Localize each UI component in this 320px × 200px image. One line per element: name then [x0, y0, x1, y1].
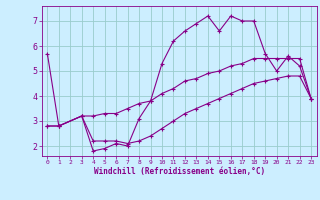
X-axis label: Windchill (Refroidissement éolien,°C): Windchill (Refroidissement éolien,°C)	[94, 167, 265, 176]
